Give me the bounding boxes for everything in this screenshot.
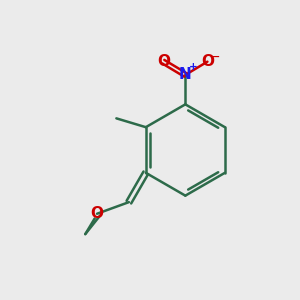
Text: +: + xyxy=(189,62,198,72)
Text: O: O xyxy=(201,54,214,69)
Text: −: − xyxy=(211,51,220,62)
Text: N: N xyxy=(179,68,192,82)
Text: O: O xyxy=(157,54,170,69)
Text: O: O xyxy=(91,206,103,221)
